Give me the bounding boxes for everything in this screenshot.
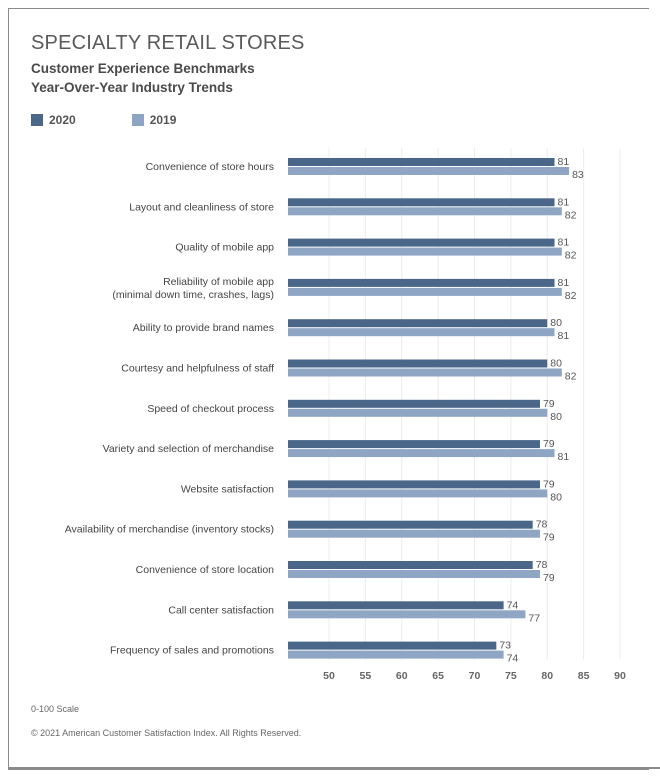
bar-2020 [288,399,540,408]
data-label-2019: 81 [558,330,570,342]
data-label-2020: 73 [499,640,511,652]
bar-2020 [288,601,504,610]
bar-2020 [288,520,533,529]
copyright-note: © 2021 American Customer Satisfaction In… [31,728,302,738]
data-label-2020: 81 [558,237,570,249]
bar-2019 [288,368,562,377]
bar-2019 [288,570,540,578]
category-label: Call center satisfaction [168,604,274,616]
category-label: Website satisfaction [181,483,274,495]
category-label: Frequency of sales and promotions [110,645,274,657]
x-tick-label: 60 [396,670,408,682]
data-label-2019: 80 [550,491,562,503]
bar-2019 [288,529,540,538]
category-label: Variety and selection of merchandise [103,443,275,455]
data-label-2019: 81 [558,451,570,463]
data-label-2020: 78 [536,559,548,571]
category-label: Availability of merchandise (inventory s… [65,524,274,536]
bar-2020 [288,641,497,650]
chart-frame [8,8,649,770]
frame-shadow [8,767,660,769]
data-label-2020: 79 [543,478,555,490]
data-label-2019: 80 [550,411,562,423]
data-label-2020: 80 [550,317,562,329]
chart-subtitle-2: Year-Over-Year Industry Trends [31,80,233,95]
category-label: Convenience of store location [136,564,274,576]
data-label-2020: 74 [507,599,519,611]
category-label: Layout and cleanliness of store [129,201,274,213]
x-tick-label: 65 [432,670,444,682]
x-tick-label: 85 [578,670,590,682]
data-label-2019: 79 [543,532,555,544]
legend-label-2020: 2020 [49,113,76,127]
bar-2020 [288,198,555,207]
bar-2020 [288,440,540,449]
bar-2019 [288,167,570,175]
data-label-2019: 77 [528,612,540,624]
bar-2019 [288,489,548,498]
bar-2020 [288,278,555,287]
data-label-2020: 81 [558,196,570,208]
data-label-2020: 79 [543,398,555,410]
bar-2019 [288,328,555,337]
data-label-2020: 79 [543,438,555,450]
data-label-2019: 82 [565,371,577,383]
legend-swatch-2020 [31,114,43,126]
data-label-2019: 74 [507,653,519,665]
data-label-2020: 81 [558,277,570,289]
data-label-2020: 80 [550,358,562,370]
x-tick-label: 50 [323,670,335,682]
data-label-2019: 82 [565,290,577,302]
data-label-2019: 79 [543,572,555,584]
bar-2020 [288,480,540,489]
chart-title: SPECIALTY RETAIL STORES [31,32,305,54]
chart-subtitle-1: Customer Experience Benchmarks [31,61,255,76]
data-label-2020: 81 [558,156,570,168]
category-label: Quality of mobile app [175,242,274,254]
legend: 2020 2019 [31,113,206,127]
category-label: Speed of checkout process [147,403,274,415]
bar-2019 [288,408,548,417]
category-label: Reliability of mobile app [163,276,274,288]
data-label-2019: 82 [565,250,577,262]
category-label: Courtesy and helpfulness of staff [121,363,274,375]
category-label: Convenience of store hours [146,161,274,173]
data-label-2019: 83 [572,169,584,181]
category-label: Ability to provide brand names [133,322,274,334]
bar-2020 [288,319,548,328]
bar-2020 [288,359,548,368]
bar-2019 [288,650,504,659]
bar-2019 [288,207,562,216]
bar-2020 [288,238,555,247]
data-label-2019: 82 [565,209,577,221]
scale-note: 0-100 Scale [31,704,80,714]
data-label-2020: 78 [536,519,548,531]
bar-2020 [288,158,555,166]
bar-2019 [288,247,562,256]
legend-label-2019: 2019 [149,113,177,127]
x-tick-label: 90 [614,670,626,682]
legend-item-2019: 2019 [131,113,177,127]
x-tick-label: 80 [541,670,553,682]
bar-2019 [288,449,555,458]
bar-2020 [288,561,533,569]
legend-item-2020: 2020 [31,113,76,127]
bar-2019 [288,287,562,296]
legend-swatch-2019 [131,114,144,126]
x-tick-label: 70 [469,670,481,682]
bar-2019 [288,610,526,619]
x-tick-label: 55 [360,670,372,682]
category-label: (minimal down time, crashes, lags) [112,289,274,301]
x-tick-label: 75 [505,670,517,682]
